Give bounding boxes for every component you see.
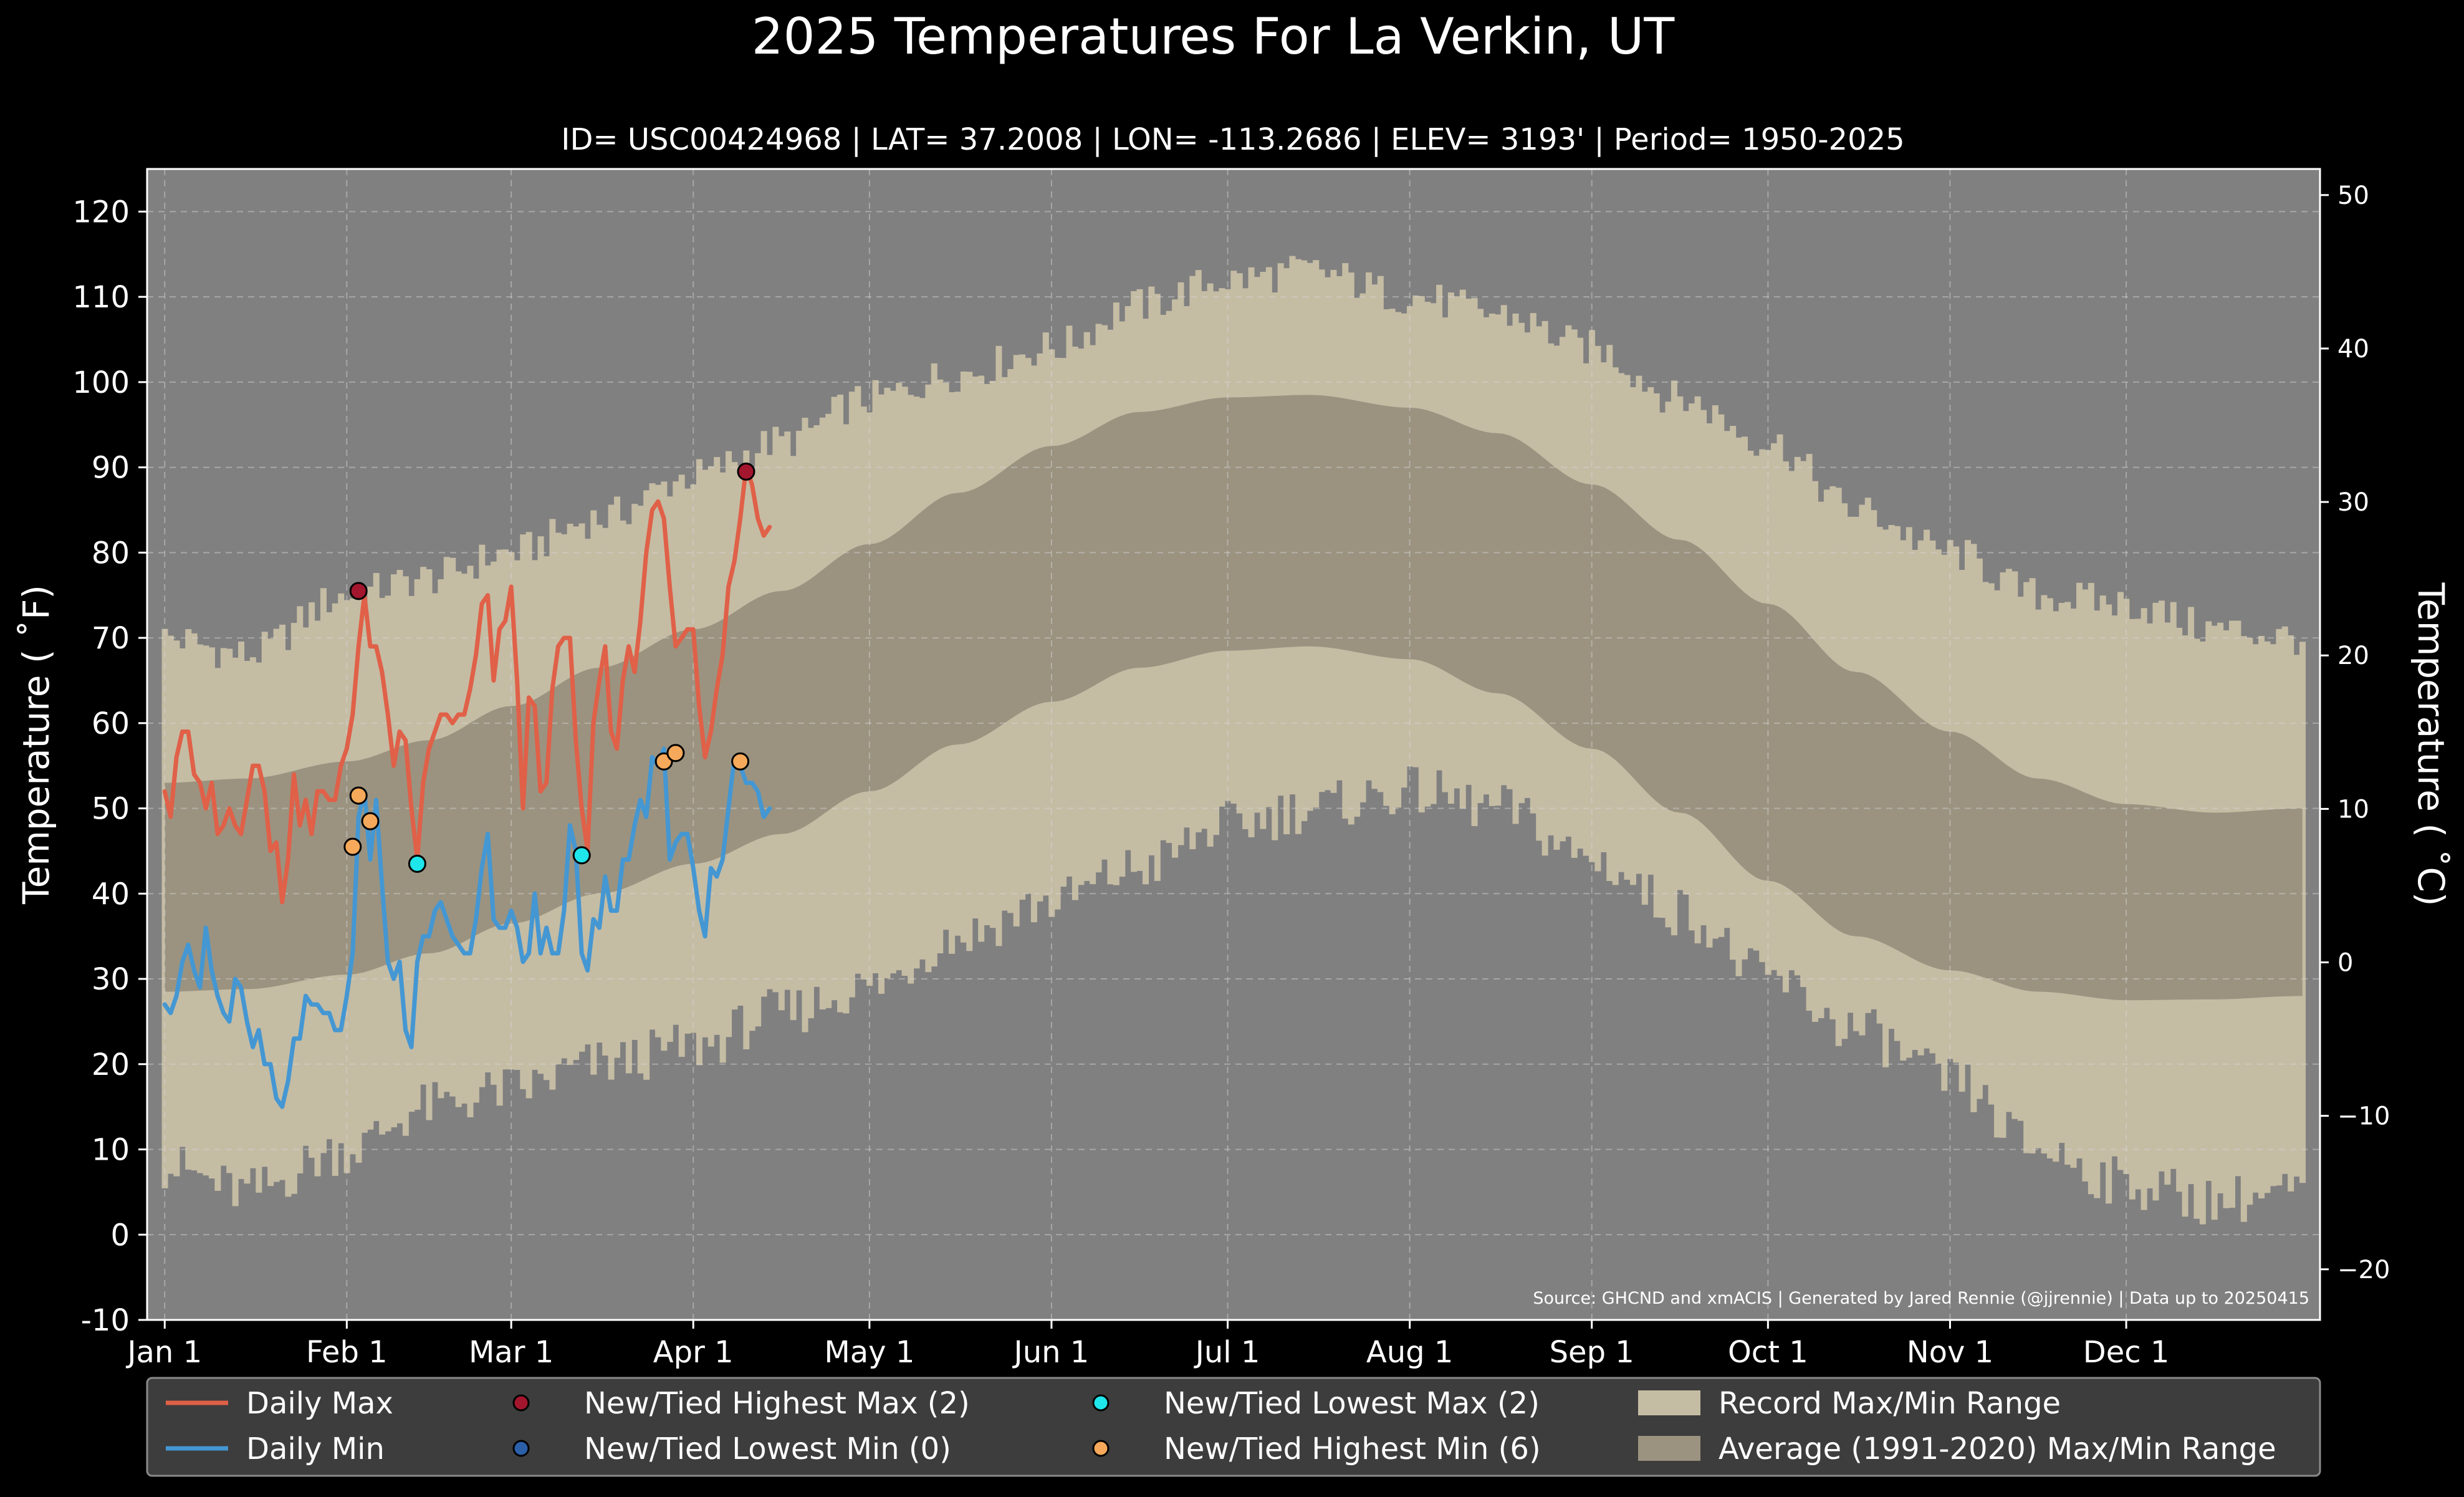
y-tick-label: 0 xyxy=(110,1218,130,1253)
legend-label: New/Tied Lowest Max (2) xyxy=(1164,1386,1540,1421)
legend-patch-swatch xyxy=(1638,1436,1700,1461)
legend-marker-swatch xyxy=(1092,1394,1110,1412)
record-marker xyxy=(666,744,685,763)
legend-label: Record Max/Min Range xyxy=(1719,1386,2061,1421)
x-tick-label: Oct 1 xyxy=(1728,1335,1808,1370)
y-axis-label-right: Temperature ( ˚C) xyxy=(2410,582,2452,906)
legend-patch-swatch xyxy=(1638,1390,1700,1415)
record-marker xyxy=(572,846,591,865)
normal-range-band xyxy=(165,395,2303,1001)
y-tick-label: 80 xyxy=(92,536,130,570)
y-right-tick-label: 40 xyxy=(2337,335,2369,363)
x-axis: Jan 1 Feb 1 Mar 1 Apr 1 May 1 Jun 1 Jul 1 Aug 1… xyxy=(125,1320,2169,1370)
grid-lines xyxy=(147,169,2320,1321)
normal-range-bars xyxy=(165,395,2303,1001)
x-tick-label: Jul 1 xyxy=(1194,1335,1260,1370)
legend: Daily Max Daily Min New/Tied Highest Max (… xyxy=(146,1377,2321,1477)
y-tick-label: 50 xyxy=(92,792,130,827)
legend-box xyxy=(146,1377,2321,1477)
y-tick-label: 20 xyxy=(92,1047,130,1082)
legend-label: Daily Min xyxy=(246,1432,385,1466)
y-right-tick-label: 20 xyxy=(2337,642,2369,670)
x-tick-label: May 1 xyxy=(824,1335,914,1370)
legend-label: New/Tied Highest Max (2) xyxy=(584,1386,970,1421)
y-right-tick-label: −10 xyxy=(2337,1102,2390,1131)
legend-label: New/Tied Lowest Min (0) xyxy=(584,1432,951,1466)
record-marker xyxy=(408,854,426,873)
x-tick-label: Aug 1 xyxy=(1366,1335,1454,1370)
y-tick-label: 90 xyxy=(92,451,130,486)
record-range-bar xyxy=(2299,642,2306,1183)
y-tick-label: -10 xyxy=(81,1303,130,1338)
x-tick-label: Mar 1 xyxy=(469,1335,554,1370)
y-right-tick-label: 50 xyxy=(2337,181,2369,210)
y-tick-label: 100 xyxy=(72,365,130,400)
y-tick-label: 120 xyxy=(72,195,130,229)
plot-area: Source: GHCND and xmACIS | Generated by … xyxy=(146,168,2321,1321)
y-tick-label: 40 xyxy=(92,877,130,912)
x-tick-label: Feb 1 xyxy=(306,1335,388,1370)
y-axis-label-left: Temperature ( ˚F) xyxy=(15,585,57,905)
x-tick-label: Apr 1 xyxy=(653,1335,734,1370)
y-tick-label: 60 xyxy=(92,706,130,741)
x-tick-label: Nov 1 xyxy=(1907,1335,1993,1370)
legend-label: Daily Max xyxy=(246,1386,393,1421)
y-tick-label: 70 xyxy=(92,621,130,656)
source-note: Source: GHCND and xmACIS | Generated by … xyxy=(1533,1289,2309,1308)
record-markers xyxy=(343,462,755,873)
legend-entries: Daily Max Daily Min New/Tied Highest Max (… xyxy=(166,1386,2276,1466)
record-marker xyxy=(349,786,368,805)
y-right-tick-label: 0 xyxy=(2337,949,2353,978)
legend-marker-swatch xyxy=(512,1440,530,1457)
y-tick-label: 110 xyxy=(72,280,130,315)
y-right-tick-label: 30 xyxy=(2337,488,2369,517)
legend-marker-swatch xyxy=(512,1394,530,1412)
y-right-tick-label: −20 xyxy=(2337,1256,2390,1284)
y-axis-right: −20 −10 0 10 20 30 40 50 xyxy=(2320,181,2390,1284)
record-marker xyxy=(343,837,362,856)
chart-subtitle: ID= USC00424968 | LAT= 37.2008 | LON= -1… xyxy=(561,122,1904,157)
x-tick-label: Jun 1 xyxy=(1012,1335,1090,1370)
y-tick-label: 30 xyxy=(92,962,130,997)
legend-label: New/Tied Highest Min (6) xyxy=(1164,1432,1541,1466)
record-marker xyxy=(737,462,755,481)
x-tick-label: Jan 1 xyxy=(125,1335,202,1370)
x-tick-label: Sep 1 xyxy=(1550,1335,1634,1370)
y-right-tick-label: 10 xyxy=(2337,795,2369,824)
legend-label: Average (1991-2020) Max/Min Range xyxy=(1719,1432,2276,1466)
daily-min-line xyxy=(162,746,772,1109)
record-marker xyxy=(361,812,380,830)
plot-frame xyxy=(146,168,2321,1321)
chart-title: 2025 Temperatures For La Verkin, UT xyxy=(752,7,1675,65)
y-tick-label: 10 xyxy=(92,1133,130,1168)
record-marker xyxy=(349,582,368,600)
legend-marker-swatch xyxy=(1092,1440,1110,1457)
daily-max-line xyxy=(162,465,772,905)
record-marker xyxy=(731,752,750,771)
x-tick-label: Dec 1 xyxy=(2083,1335,2170,1370)
y-axis-left: -10 0 10 20 30 40 50 60 70 80 90 100 110 120 xyxy=(72,195,147,1338)
